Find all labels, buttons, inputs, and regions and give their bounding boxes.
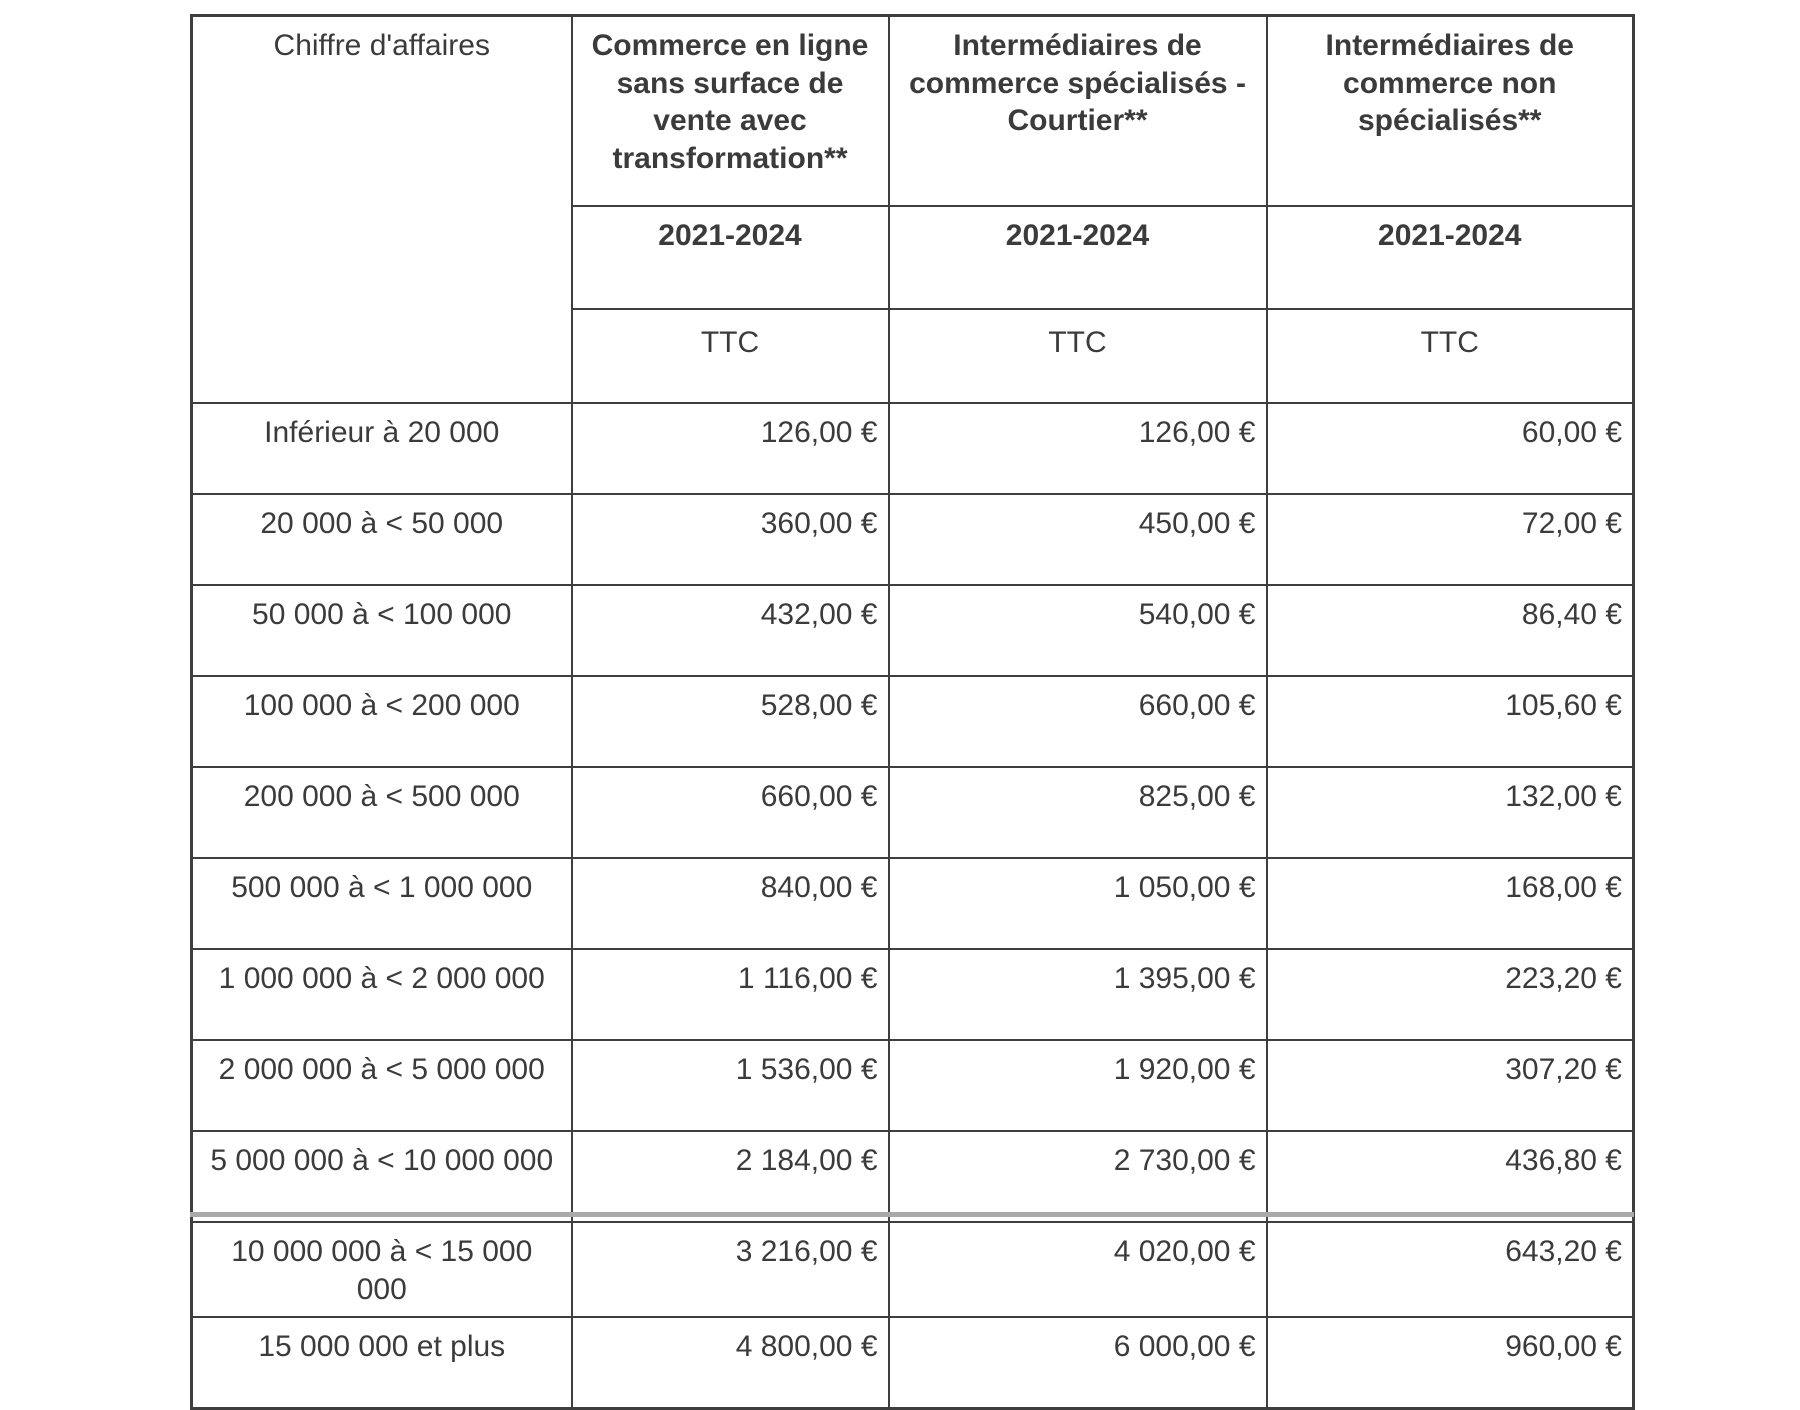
table-row: Inférieur à 20 000 126,00 € 126,00 € 60,…: [190, 402, 1635, 495]
column-header-intermediaires-non-specialises: Intermédiaires de commerce non spécialis…: [1265, 14, 1635, 207]
value-cell: 4 020,00 €: [887, 1221, 1268, 1318]
value-cell: 132,00 €: [1265, 766, 1635, 859]
tax-cell: TTC: [570, 308, 890, 404]
table-row: 10 000 000 à < 15 000 000 3 216,00 € 4 0…: [190, 1221, 1635, 1318]
header-row-tax: TTC TTC TTC: [192, 308, 1635, 404]
column-header-commerce-en-ligne: Commerce en ligne sans surface de vente …: [570, 14, 890, 207]
value-cell: 360,00 €: [570, 493, 890, 586]
table-row: 500 000 à < 1 000 000 840,00 € 1 050,00 …: [190, 857, 1635, 950]
value-cell: 3 216,00 €: [570, 1221, 890, 1318]
row-label-cell: 2 000 000 à < 5 000 000: [190, 1039, 573, 1132]
header-row-period: 2021-2024 2021-2024 2021-2024: [192, 205, 1635, 310]
page: { "table": { "corner_header": "Chiffre d…: [190, 14, 1635, 1410]
row-label-cell: 50 000 à < 100 000: [190, 584, 573, 677]
value-cell: 840,00 €: [570, 857, 890, 950]
table-bottom-shadow: [190, 1212, 1634, 1217]
value-cell: 223,20 €: [1265, 948, 1635, 1041]
header-row-titles: Chiffre d'affaires Commerce en ligne san…: [190, 14, 1635, 404]
row-label-cell: 1 000 000 à < 2 000 000: [190, 948, 573, 1041]
value-cell: 2 730,00 €: [887, 1130, 1268, 1223]
tariff-table-container: Chiffre d'affaires Commerce en ligne san…: [190, 14, 1635, 1410]
table-row: 200 000 à < 500 000 660,00 € 825,00 € 13…: [190, 766, 1635, 859]
row-label-cell: 20 000 à < 50 000: [190, 493, 573, 586]
value-cell: 307,20 €: [1265, 1039, 1635, 1132]
tariff-table: Chiffre d'affaires Commerce en ligne san…: [190, 14, 1635, 1410]
value-cell: 2 184,00 €: [570, 1130, 890, 1223]
value-cell: 4 800,00 €: [570, 1316, 890, 1410]
tax-cell: TTC: [1265, 308, 1635, 404]
row-label-cell: 5 000 000 à < 10 000 000: [190, 1130, 573, 1223]
corner-header-cell: Chiffre d'affaires: [190, 14, 573, 404]
value-cell: 60,00 €: [1265, 402, 1635, 495]
value-cell: 660,00 €: [887, 675, 1268, 768]
table-row: 20 000 à < 50 000 360,00 € 450,00 € 72,0…: [190, 493, 1635, 586]
value-cell: 72,00 €: [1265, 493, 1635, 586]
table-row: 15 000 000 et plus 4 800,00 € 6 000,00 €…: [190, 1316, 1635, 1410]
value-cell: 450,00 €: [887, 493, 1268, 586]
value-cell: 6 000,00 €: [887, 1316, 1268, 1410]
value-cell: 105,60 €: [1265, 675, 1635, 768]
row-label-cell: 15 000 000 et plus: [190, 1316, 573, 1410]
value-cell: 643,20 €: [1265, 1221, 1635, 1318]
table-row: 5 000 000 à < 10 000 000 2 184,00 € 2 73…: [190, 1130, 1635, 1223]
row-label-cell: 10 000 000 à < 15 000 000: [190, 1221, 573, 1318]
row-label-cell: 200 000 à < 500 000: [190, 766, 573, 859]
column-header-intermediaires-specialises: Intermédiaires de commerce spécialisés -…: [887, 14, 1268, 207]
value-cell: 825,00 €: [887, 766, 1268, 859]
table-row: 1 000 000 à < 2 000 000 1 116,00 € 1 395…: [190, 948, 1635, 1041]
value-cell: 528,00 €: [570, 675, 890, 768]
value-cell: 1 050,00 €: [887, 857, 1268, 950]
row-label-cell: Inférieur à 20 000: [190, 402, 573, 495]
value-cell: 1 920,00 €: [887, 1039, 1268, 1132]
value-cell: 1 395,00 €: [887, 948, 1268, 1041]
value-cell: 126,00 €: [570, 402, 890, 495]
value-cell: 660,00 €: [570, 766, 890, 859]
value-cell: 1 116,00 €: [570, 948, 890, 1041]
period-cell: 2021-2024: [570, 205, 890, 310]
value-cell: 86,40 €: [1265, 584, 1635, 677]
value-cell: 960,00 €: [1265, 1316, 1635, 1410]
tax-cell: TTC: [887, 308, 1268, 404]
value-cell: 168,00 €: [1265, 857, 1635, 950]
value-cell: 436,80 €: [1265, 1130, 1635, 1223]
table-row: 50 000 à < 100 000 432,00 € 540,00 € 86,…: [190, 584, 1635, 677]
row-label-cell: 100 000 à < 200 000: [190, 675, 573, 768]
value-cell: 126,00 €: [887, 402, 1268, 495]
value-cell: 432,00 €: [570, 584, 890, 677]
period-cell: 2021-2024: [1265, 205, 1635, 310]
row-label-cell: 500 000 à < 1 000 000: [190, 857, 573, 950]
period-cell: 2021-2024: [887, 205, 1268, 310]
table-row: 2 000 000 à < 5 000 000 1 536,00 € 1 920…: [190, 1039, 1635, 1132]
value-cell: 1 536,00 €: [570, 1039, 890, 1132]
table-row: 100 000 à < 200 000 528,00 € 660,00 € 10…: [190, 675, 1635, 768]
value-cell: 540,00 €: [887, 584, 1268, 677]
